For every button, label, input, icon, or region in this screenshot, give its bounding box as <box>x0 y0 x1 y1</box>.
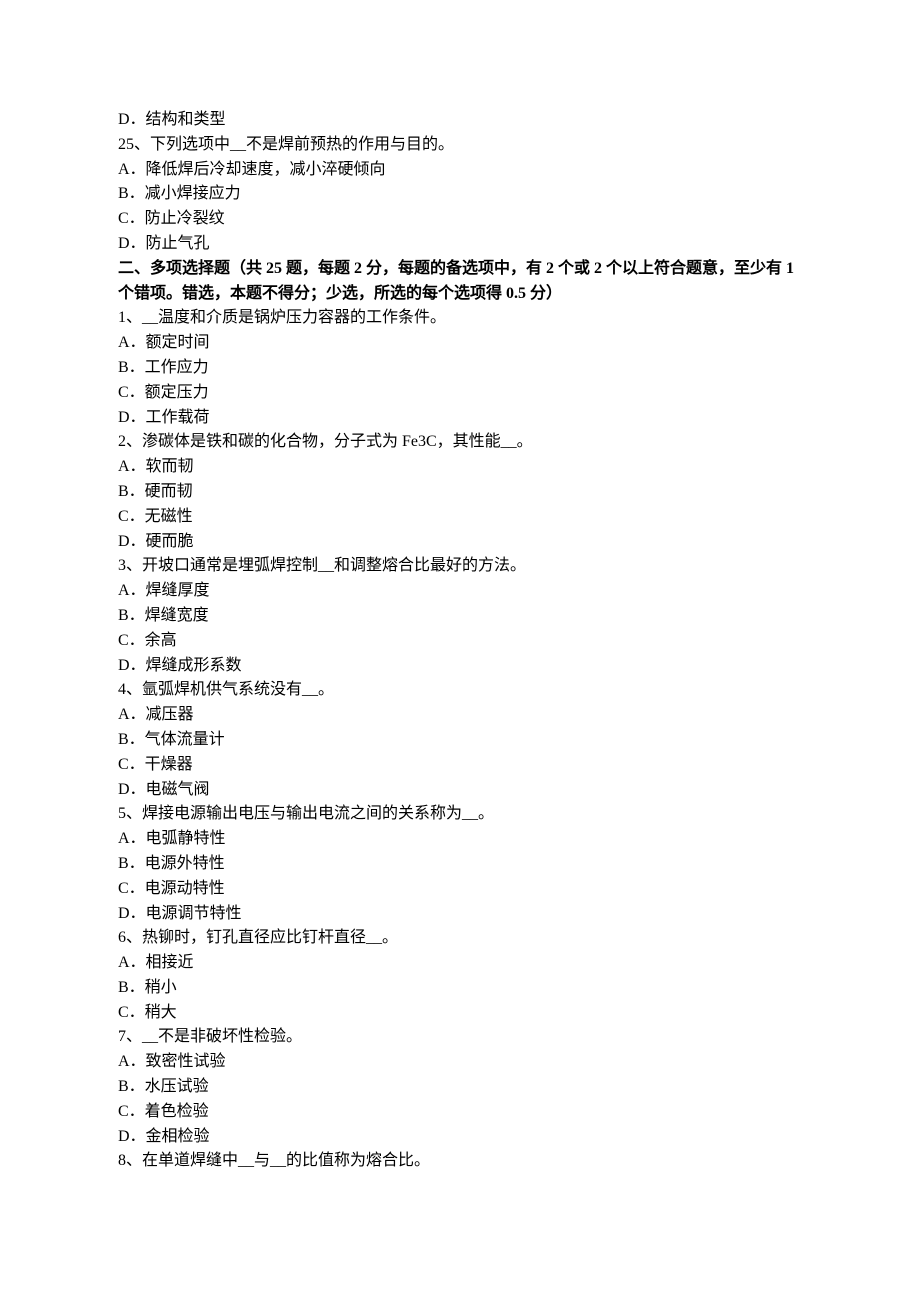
text-line: 3、开坡口通常是埋弧焊控制__和调整熔合比最好的方法。 <box>118 554 802 579</box>
text-line: B．工作应力 <box>118 356 802 381</box>
text-line: D．金相检验 <box>118 1125 802 1150</box>
text-line: D．防止气孔 <box>118 232 802 257</box>
text-line: 2、渗碳体是铁和碳的化合物，分子式为 Fe3C，其性能__。 <box>118 430 802 455</box>
text-line: C．着色检验 <box>118 1100 802 1125</box>
text-line: B．水压试验 <box>118 1075 802 1100</box>
text-line: A．致密性试验 <box>118 1050 802 1075</box>
text-line: C．额定压力 <box>118 381 802 406</box>
text-line: D．电源调节特性 <box>118 902 802 927</box>
text-line: 1、__温度和介质是锅炉压力容器的工作条件。 <box>118 306 802 331</box>
text-line: 二、多项选择题（共 25 题，每题 2 分，每题的备选项中，有 2 个或 2 个… <box>118 257 802 307</box>
text-line: B．稍小 <box>118 976 802 1001</box>
text-line: A．减压器 <box>118 703 802 728</box>
text-line: 8、在单道焊缝中__与__的比值称为熔合比。 <box>118 1149 802 1174</box>
text-line: D．工作载荷 <box>118 406 802 431</box>
text-line: B．焊缝宽度 <box>118 604 802 629</box>
text-line: A．额定时间 <box>118 331 802 356</box>
text-line: D．焊缝成形系数 <box>118 654 802 679</box>
text-line: D．结构和类型 <box>118 108 802 133</box>
text-line: C．无磁性 <box>118 505 802 530</box>
text-line: C．防止冷裂纹 <box>118 207 802 232</box>
text-line: C．余高 <box>118 629 802 654</box>
text-line: C．稍大 <box>118 1001 802 1026</box>
text-line: A．降低焊后冷却速度，减小淬硬倾向 <box>118 158 802 183</box>
document-body: D．结构和类型25、下列选项中__不是焊前预热的作用与目的。A．降低焊后冷却速度… <box>118 108 802 1174</box>
text-line: C．电源动特性 <box>118 877 802 902</box>
text-line: 4、氩弧焊机供气系统没有__。 <box>118 678 802 703</box>
text-line: C．干燥器 <box>118 753 802 778</box>
text-line: B．减小焊接应力 <box>118 182 802 207</box>
text-line: B．电源外特性 <box>118 852 802 877</box>
text-line: D．电磁气阀 <box>118 778 802 803</box>
text-line: 25、下列选项中__不是焊前预热的作用与目的。 <box>118 133 802 158</box>
text-line: B．硬而韧 <box>118 480 802 505</box>
text-line: A．电弧静特性 <box>118 827 802 852</box>
text-line: A．焊缝厚度 <box>118 579 802 604</box>
text-line: B．气体流量计 <box>118 728 802 753</box>
text-line: A．软而韧 <box>118 455 802 480</box>
text-line: A．相接近 <box>118 951 802 976</box>
text-line: D．硬而脆 <box>118 530 802 555</box>
text-line: 6、热铆时，钉孔直径应比钉杆直径__。 <box>118 926 802 951</box>
text-line: 7、__不是非破坏性检验。 <box>118 1025 802 1050</box>
text-line: 5、焊接电源输出电压与输出电流之间的关系称为__。 <box>118 802 802 827</box>
